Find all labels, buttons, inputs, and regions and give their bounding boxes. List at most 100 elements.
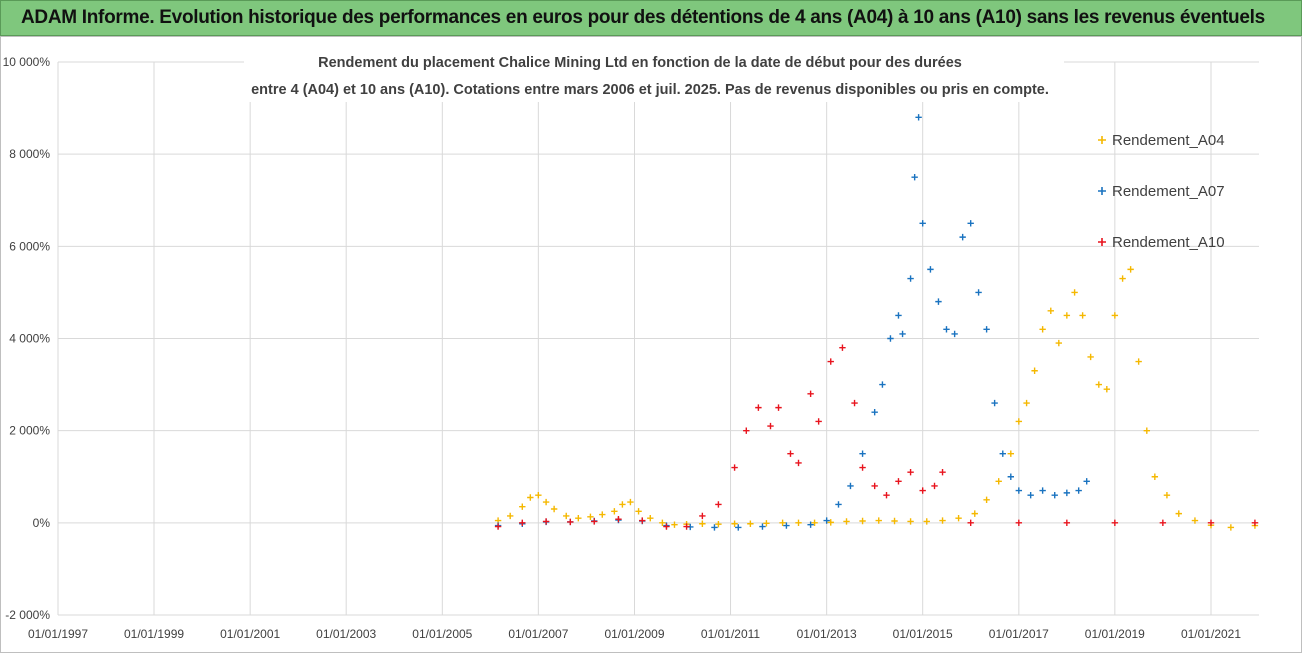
data-point [871, 409, 878, 416]
series-Rendement_A10 [494, 344, 1259, 530]
data-point [1015, 519, 1023, 527]
data-point [1163, 491, 1171, 499]
legend-label: Rendement_A10 [1112, 234, 1225, 251]
data-point [683, 523, 690, 530]
data-point [891, 517, 898, 525]
x-tick-label: 01/01/2017 [989, 627, 1049, 641]
data-point [915, 114, 922, 121]
data-point [1015, 418, 1023, 425]
legend-marker [1098, 238, 1106, 246]
data-point [1103, 385, 1111, 393]
data-point [627, 498, 634, 506]
data-point [1039, 326, 1046, 333]
data-point [550, 505, 558, 513]
x-tick-label: 01/01/2021 [1181, 627, 1241, 641]
data-point [759, 523, 766, 530]
data-point [563, 512, 570, 520]
data-point [735, 524, 742, 531]
data-point [1175, 510, 1182, 517]
data-point [811, 519, 818, 527]
data-point [1051, 491, 1058, 499]
data-point [783, 522, 790, 529]
data-point [507, 512, 514, 520]
data-point [587, 513, 594, 521]
data-point [815, 418, 822, 425]
data-point [1127, 266, 1134, 273]
data-point [807, 390, 814, 397]
data-point [1111, 312, 1119, 319]
data-point [731, 464, 738, 471]
data-point [935, 298, 942, 305]
data-point [615, 515, 622, 523]
data-point [1207, 519, 1215, 527]
data-point [715, 501, 722, 508]
data-point [967, 220, 974, 227]
data-point [975, 289, 982, 296]
y-tick-label: 10 000% [3, 55, 51, 69]
data-point [635, 508, 642, 515]
data-point [971, 510, 978, 517]
data-point [663, 523, 670, 530]
data-point [1143, 427, 1151, 434]
data-point [835, 501, 842, 508]
x-tick-label: 01/01/1997 [28, 627, 88, 641]
data-point [883, 491, 890, 499]
data-point [1075, 487, 1082, 494]
data-point [807, 521, 814, 528]
y-tick-label: -2 000% [5, 608, 50, 622]
data-point [1083, 478, 1090, 485]
data-point [951, 330, 958, 338]
grid-layer [57, 61, 1259, 616]
x-tick-label: 01/01/2001 [220, 627, 280, 641]
data-point [907, 275, 914, 282]
data-point [887, 335, 894, 342]
data-point [1191, 517, 1199, 524]
data-point [1039, 487, 1046, 494]
data-point [859, 517, 866, 525]
data-point [955, 515, 962, 522]
data-point [1015, 487, 1023, 494]
data-point [943, 326, 950, 333]
data-point [527, 494, 534, 501]
data-point [999, 450, 1006, 457]
data-point [795, 519, 802, 527]
data-point [699, 512, 706, 520]
chart-title-line-1: Rendement du placement Chalice Mining Lt… [318, 55, 962, 71]
data-point [787, 450, 794, 457]
data-point [859, 450, 866, 457]
y-tick-label: 0% [33, 516, 51, 530]
title-background [244, 46, 1064, 102]
x-tick-label: 01/01/2005 [412, 627, 472, 641]
data-point [591, 518, 598, 525]
data-point [1159, 519, 1167, 527]
data-point [779, 519, 786, 527]
data-point [967, 519, 974, 527]
data-point [1135, 358, 1142, 365]
data-point [1079, 312, 1086, 319]
x-tick-label: 01/01/2011 [701, 627, 760, 641]
data-point [519, 503, 526, 510]
data-point [827, 519, 834, 526]
data-point [619, 501, 626, 508]
data-point [927, 266, 934, 273]
data-point [767, 422, 774, 430]
data-point [755, 404, 762, 411]
data-point [899, 330, 906, 338]
y-tick-label: 8 000% [9, 147, 50, 161]
data-point [983, 326, 990, 333]
chart-frame [0, 36, 1302, 653]
x-tick-label: 01/01/2013 [797, 627, 857, 641]
data-point [494, 523, 502, 530]
x-tick-label: 01/01/1999 [124, 627, 184, 641]
data-point [542, 518, 550, 525]
data-point [647, 515, 654, 522]
data-point [895, 312, 902, 319]
data-point [827, 358, 834, 365]
legend-marker [1098, 136, 1106, 144]
data-point [931, 482, 938, 490]
data-point [763, 520, 770, 527]
data-point [1071, 289, 1078, 296]
data-point [839, 344, 846, 351]
data-point [671, 521, 678, 528]
